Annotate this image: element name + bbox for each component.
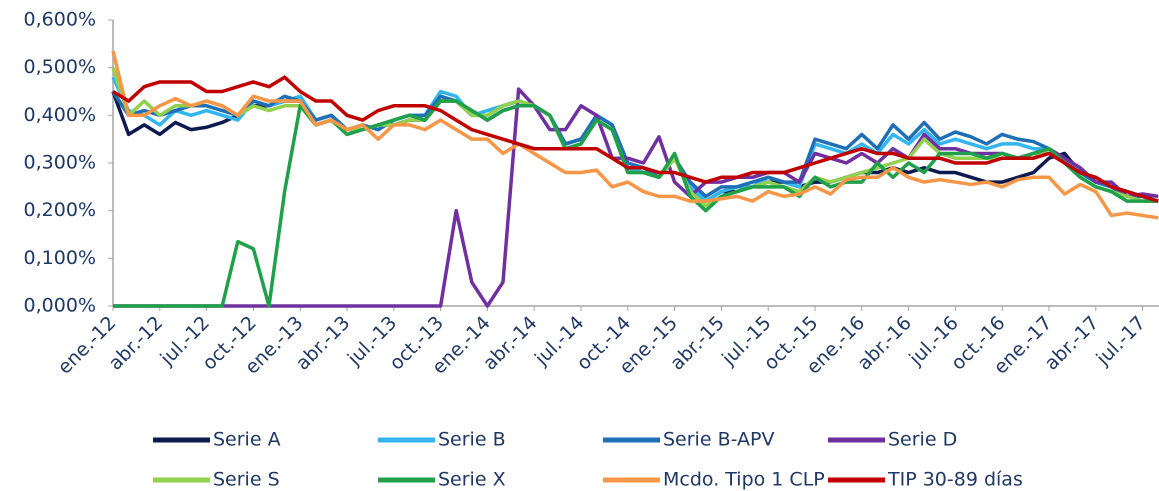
series-line (112, 75, 1159, 203)
x-tick-label: jul.-17 (1092, 312, 1150, 370)
series-line (113, 99, 1159, 308)
legend-label: Serie S (213, 469, 280, 491)
series-line (111, 90, 1159, 203)
x-tick-label: ene.-12 (54, 312, 121, 379)
legend-label: Serie A (213, 429, 281, 451)
series-line (111, 50, 1159, 220)
y-tick-label: 0,500% (24, 56, 96, 78)
y-tick-label: 0,300% (24, 152, 96, 174)
legend-label: Mcdo. Tipo 1 CLP (663, 469, 825, 491)
series-line (111, 90, 1159, 203)
legend-label: Serie X (438, 469, 506, 491)
y-tick-label: 0,600% (24, 9, 96, 31)
legend-label: Serie D (888, 429, 957, 451)
y-tick-label: 0,000% (24, 295, 96, 317)
legend-label: Serie B-APV (663, 429, 775, 451)
y-tick-label: 0,400% (24, 104, 96, 126)
legend-label: TIP 30-89 días (887, 469, 1023, 491)
legend-label: Serie B (438, 429, 506, 451)
y-tick-label: 0,200% (24, 199, 96, 221)
y-tick-label: 0,100% (24, 247, 96, 269)
series-line (113, 87, 1159, 308)
